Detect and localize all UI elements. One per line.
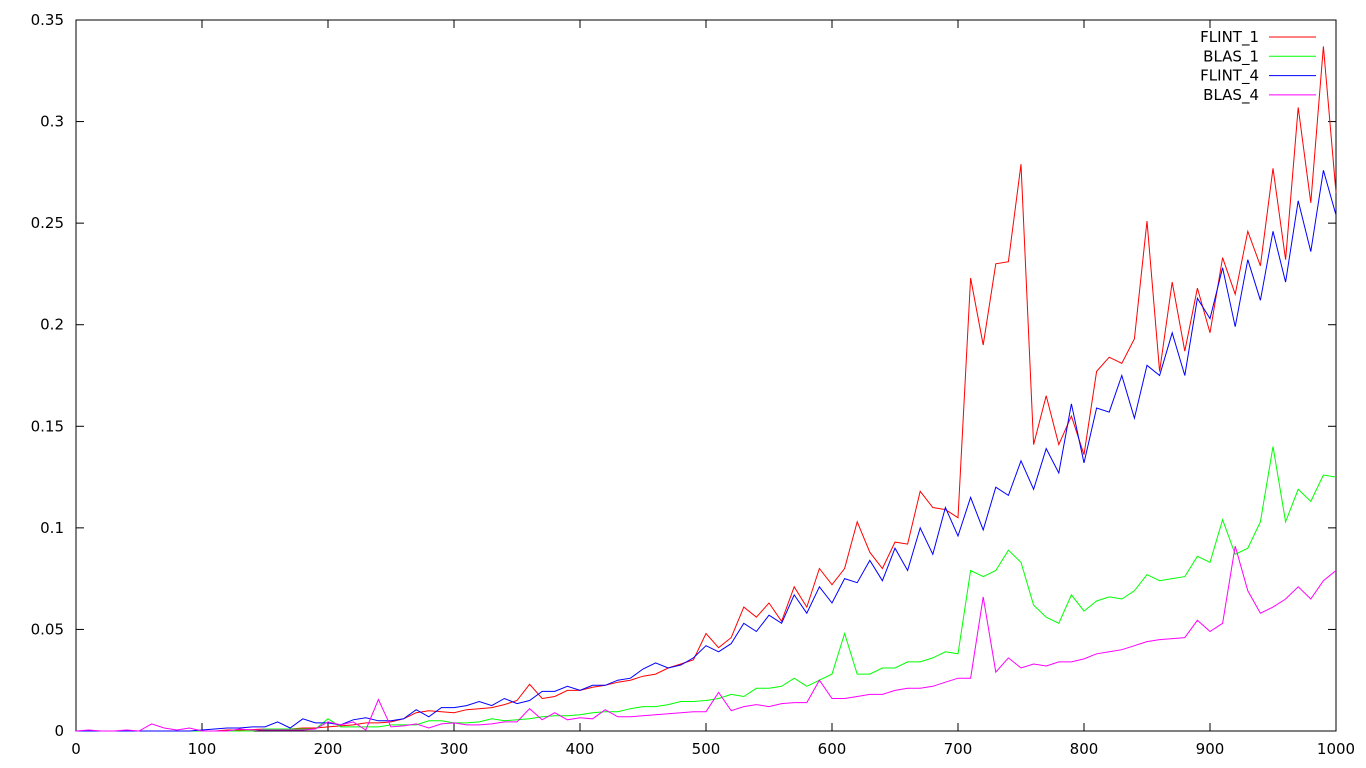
y-tick-label: 0.35: [31, 11, 64, 29]
y-tick-label: 0.05: [31, 620, 64, 638]
legend-label: FLINT_1: [1200, 28, 1259, 47]
series-line-blas-1: [76, 446, 1337, 732]
y-tick-label: 0: [54, 722, 64, 740]
y-tick-label: 0.1: [40, 519, 64, 537]
y-tick-label: 0.3: [40, 113, 64, 131]
legend-label: FLINT_4: [1200, 67, 1259, 86]
series-line-flint-1: [76, 46, 1337, 732]
y-tick-label: 0.25: [31, 214, 64, 232]
y-tick-label: 0.2: [40, 316, 64, 334]
y-tick-label: 0.15: [31, 417, 64, 435]
series-line-blas-4: [75, 545, 1337, 732]
x-tick-label: 1000: [1317, 740, 1355, 758]
x-tick-label: 0: [71, 740, 81, 758]
legend-label: BLAS_4: [1203, 86, 1259, 105]
x-tick-label: 500: [692, 740, 721, 758]
x-tick-label: 100: [188, 740, 217, 758]
series-line-flint-4: [76, 170, 1337, 732]
series-group: [75, 46, 1337, 732]
x-tick-label: 300: [440, 740, 469, 758]
x-axis: 0 100 200 300 400 500 600 700 800 900 1000: [71, 20, 1355, 758]
x-tick-label: 700: [944, 740, 973, 758]
x-tick-label: 600: [818, 740, 847, 758]
y-axis: 0 0.05 0.1 0.15 0.2 0.25 0.3 0.35: [31, 11, 1336, 740]
plot-frame: [75, 19, 1337, 732]
x-tick-label: 200: [314, 740, 343, 758]
legend-label: BLAS_1: [1203, 47, 1259, 66]
x-tick-label: 800: [1070, 740, 1099, 758]
x-tick-label: 900: [1196, 740, 1225, 758]
x-tick-label: 400: [566, 740, 595, 758]
